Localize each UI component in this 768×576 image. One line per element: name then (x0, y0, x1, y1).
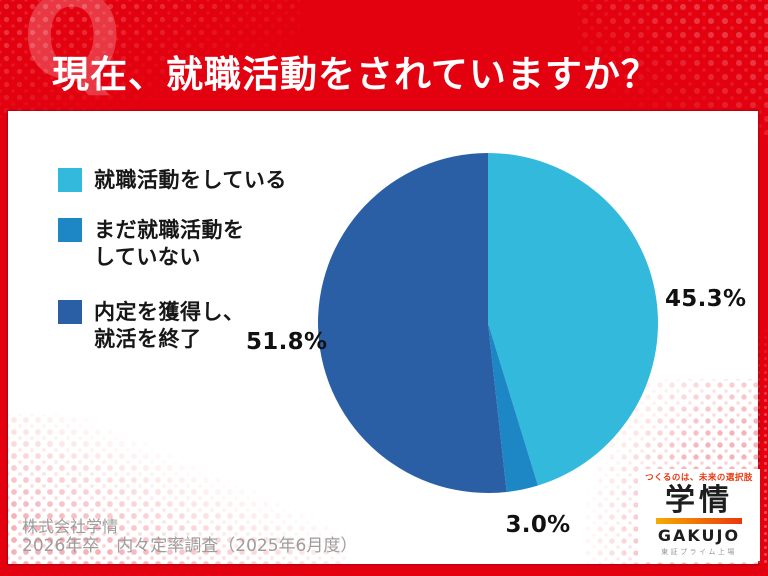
pie-slice-0 (488, 153, 658, 486)
company-name: 株式会社学情 (22, 517, 119, 536)
pie-value-label-3-0: 3.0% (505, 512, 571, 538)
legend-label: 内定を獲得し、 就活を終了 (94, 300, 245, 351)
halftone-dots-top-left (0, 0, 300, 118)
legend-swatch-dark-blue (58, 300, 82, 324)
question-watermark: Q (22, 0, 123, 106)
legend-swatch-blue (58, 218, 82, 242)
legend-item-job-hunting: 就職活動をしている (58, 167, 287, 194)
pie-value-label-51-8: 51.8% (246, 329, 328, 355)
gakujo-logo: つくるのは、未来の選択肢 学情 GAKUJO 東証プライム上場 (638, 469, 760, 561)
logo-tagline: つくるのは、未来の選択肢 (645, 473, 753, 483)
pie-slice-2 (318, 153, 507, 493)
halftone-dots-bottom-left (8, 414, 348, 564)
pie-slice-1 (488, 323, 538, 492)
legend-item-not-yet: まだ就職活動を していない (58, 217, 245, 271)
logo-listing-note: 東証プライム上場 (661, 548, 737, 556)
legend-swatch-cyan (58, 168, 82, 192)
logo-gradient-bar (656, 518, 742, 524)
legend-label: まだ就職活動を していない (94, 218, 245, 269)
pie-chart (318, 153, 658, 493)
page-title: 現在、就職活動をされていますか？ (52, 52, 659, 96)
content-card: 就職活動をしている まだ就職活動を していない 内定を獲得し、 就活を終了 45… (8, 111, 760, 564)
logo-name-kanji: 学情 (665, 483, 733, 518)
legend-label: 就職活動をしている (94, 168, 287, 192)
legend-item-finished: 内定を獲得し、 就活を終了 (58, 299, 245, 353)
source-note: 株式会社学情 2026年卒 内々定率調査（2025年6月度） (22, 517, 357, 557)
pie-value-label-45-3: 45.3% (665, 286, 747, 312)
logo-name-latin: GAKUJO (657, 526, 741, 545)
survey-name: 2026年卒 内々定率調査（2025年6月度） (22, 536, 358, 556)
